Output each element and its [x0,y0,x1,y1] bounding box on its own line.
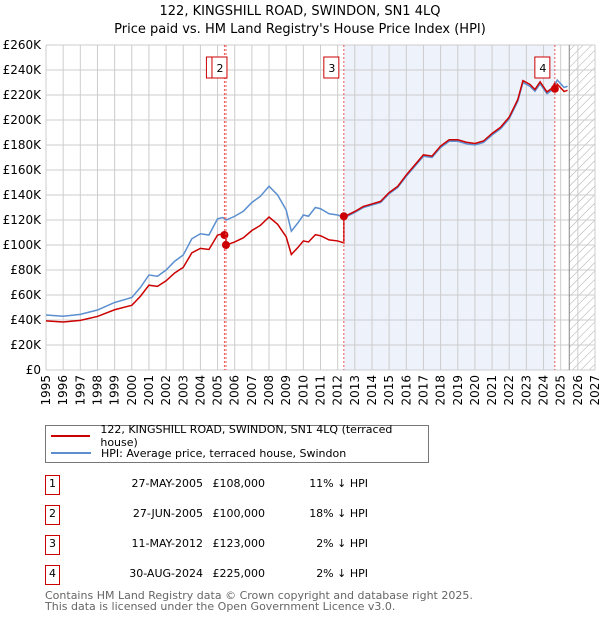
property-line [45,79,568,323]
x-tick-label: 2019 [451,375,465,406]
sale-number-badge: 3 [45,535,60,555]
x-tick-label: 2027 [588,375,600,406]
x-tick-label: 2004 [193,375,207,406]
sale-date: 11-MAY-2012 [131,537,203,550]
sale-point [221,241,230,249]
sale-point [339,212,348,221]
legend: 122, KINGSHILL ROAD, SWINDON, SN1 4LQ (t… [45,423,429,463]
x-tick-label: 2017 [416,375,430,406]
x-tick-label: 2016 [399,375,413,406]
sale-point [220,231,229,239]
x-tick-label: 2026 [571,375,585,406]
y-tick-label: £80K [10,263,42,277]
y-tick-label: £20K [10,338,42,352]
x-tick-label: 2014 [365,375,379,406]
x-tick-label: 2024 [537,375,551,406]
sale-number-badge: 1 [45,475,60,495]
sale-price: £100,000 [212,507,266,520]
table-row: 3 11-MAY-2012 £123,000 2% ↓ HPI [45,535,445,555]
shaded-period [343,45,555,370]
x-tick-label: 2009 [279,375,293,406]
sale-label: 4 [539,62,546,75]
x-tick-label: 2021 [485,375,499,406]
x-tick-label: 2000 [125,375,139,406]
table-row: 2 27-JUN-2005 £100,000 18% ↓ HPI [45,505,445,525]
x-tick-label: 2003 [176,375,190,406]
sale-point [550,84,559,93]
y-tick-label: £220K [3,88,43,102]
x-tick-label: 2015 [382,375,396,406]
x-tick-label: 2005 [211,375,225,406]
x-tick-label: 2020 [468,375,482,406]
sale-hpi-diff: 2% ↓ HPI [316,567,368,580]
x-tick-label: 2007 [245,375,259,406]
x-tick-label: 2011 [314,375,328,406]
x-tick-label: 2018 [434,375,448,406]
x-tick-label: 1998 [90,375,104,406]
footer-licence: This data is licensed under the Open Gov… [45,600,396,613]
sale-date: 27-JUN-2005 [132,507,203,520]
sale-label: 3 [328,62,335,75]
sale-hpi-diff: 11% ↓ HPI [309,477,368,490]
sale-label-box [211,56,228,79]
y-tick-label: £100K [3,238,43,252]
footer-copyright: Contains HM Land Registry data © Crown c… [45,589,473,602]
legend-item-property: 122, KINGSHILL ROAD, SWINDON, SN1 4LQ (t… [51,423,428,449]
legend-label-hpi: HPI: Average price, terraced house, Swin… [101,446,347,460]
y-tick-label: £140K [3,188,43,202]
x-tick-label: 2002 [159,375,173,406]
x-tick-label: 2025 [554,375,568,406]
x-tick-label: 1997 [73,375,87,406]
x-tick-label: 2001 [142,375,156,406]
sale-price: £225,000 [212,567,266,580]
x-tick-label: 1995 [39,375,53,406]
sale-hpi-diff: 18% ↓ HPI [309,507,368,520]
chart-subtitle: Price paid vs. HM Land Registry's House … [114,22,486,37]
x-tick-label: 2022 [502,375,516,406]
x-tick-label: 2006 [228,375,242,406]
sale-price: £108,000 [212,477,266,490]
legend-label-property: 122, KINGSHILL ROAD, SWINDON, SN1 4LQ (t… [100,423,393,449]
y-tick-label: £260K [3,38,43,52]
x-tick-label: 1996 [56,375,70,406]
sale-label-box [534,56,551,79]
y-tick-label: £0 [26,363,41,377]
price-chart: £0 £20K £40K £60K £80K £100K £120K £140K £160K £1… [3,38,600,406]
sale-hpi-diff: 2% ↓ HPI [316,537,368,550]
y-tick-label: £160K [3,163,43,177]
chart-title: 122, KINGSHILL ROAD, SWINDON, SN1 4LQ [159,4,441,19]
sale-price: £123,000 [212,537,266,550]
y-tick-label: £200K [3,113,43,127]
legend-swatch-property [51,435,91,437]
sale-number-badge: 2 [45,505,60,525]
y-tick-label: £60K [10,288,42,302]
legend-swatch-hpi [51,452,91,454]
table-row: 4 30-AUG-2024 £225,000 2% ↓ HPI [45,565,445,585]
forecast-hatch [569,45,595,370]
y-tick-label: £240K [3,63,43,77]
sale-date: 27-MAY-2005 [131,477,203,490]
sale-label-box [323,56,340,79]
x-tick-label: 2010 [296,375,310,406]
hpi-line [45,78,568,318]
legend-item-hpi: HPI: Average price, terraced house, Swin… [51,445,346,461]
x-tick-label: 2023 [519,375,533,406]
table-row: 1 27-MAY-2005 £108,000 11% ↓ HPI [45,475,445,495]
x-tick-label: 2013 [348,375,362,406]
y-tick-label: £180K [3,138,43,152]
y-tick-label: £40K [10,313,42,327]
sale-number-badge: 4 [45,565,60,585]
x-tick-label: 2012 [331,375,345,406]
sale-label: 2 [216,62,223,75]
y-tick-label: £120K [3,213,43,227]
x-tick-label: 1999 [108,375,122,406]
x-tick-label: 2008 [262,375,276,406]
sale-date: 30-AUG-2024 [129,567,203,580]
